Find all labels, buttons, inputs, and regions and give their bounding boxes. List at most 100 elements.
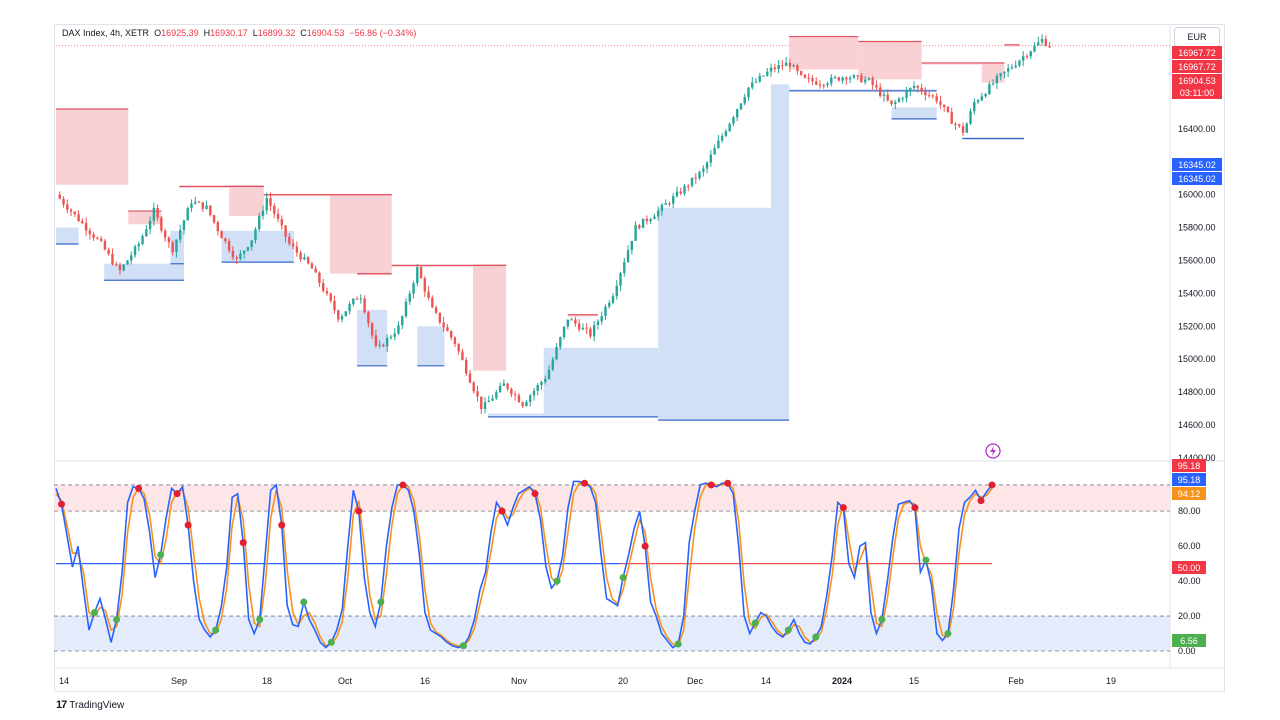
candle-body bbox=[416, 267, 419, 284]
bullish-cross-dot bbox=[944, 630, 952, 638]
candle-body bbox=[803, 74, 807, 78]
candle-body bbox=[954, 123, 957, 125]
candle-body bbox=[555, 347, 558, 360]
candle-body bbox=[77, 214, 80, 222]
bullish-cross-dot bbox=[113, 616, 121, 624]
candle-body bbox=[404, 301, 408, 317]
bullish-cross-dot bbox=[300, 598, 308, 606]
candle-body bbox=[242, 250, 246, 254]
candle-body bbox=[905, 91, 908, 99]
candle-body bbox=[547, 369, 551, 380]
price-labels-layer: 16967.72 16967.72 16904.53 03:11:00 16345.02… bbox=[1172, 46, 1222, 647]
candle-body bbox=[1037, 42, 1040, 46]
candle-body bbox=[465, 360, 468, 374]
time-tick-label: Nov bbox=[511, 676, 528, 686]
candle-body bbox=[92, 234, 95, 238]
candle-body bbox=[950, 112, 953, 124]
bullish-cross-dot bbox=[674, 640, 682, 648]
candle-body bbox=[88, 230, 92, 235]
candle-body bbox=[536, 385, 539, 391]
bearish-cross-dot bbox=[135, 484, 143, 492]
candle-body bbox=[826, 83, 829, 86]
tradingview-footer[interactable]: 17 TradingView bbox=[56, 699, 124, 711]
time-tick-label: 16 bbox=[420, 676, 430, 686]
bearish-cross-dot bbox=[724, 479, 732, 487]
candle-body bbox=[235, 257, 238, 259]
candle-body bbox=[867, 78, 871, 80]
candle-body bbox=[984, 94, 987, 97]
candle-body bbox=[999, 73, 1002, 77]
candle-body bbox=[958, 124, 961, 127]
candle-body bbox=[1022, 56, 1025, 61]
candle-body bbox=[273, 205, 276, 214]
candle-body bbox=[976, 100, 980, 103]
candle-body bbox=[495, 392, 498, 399]
stoch-label-box bbox=[1172, 487, 1206, 500]
candle-body bbox=[363, 298, 366, 313]
symbol-label: DAX Index, 4h, XETR bbox=[62, 28, 150, 38]
time-tick-label: 18 bbox=[262, 676, 272, 686]
candle-body bbox=[73, 211, 77, 215]
alert-icon[interactable] bbox=[985, 443, 1001, 459]
candle-body bbox=[483, 402, 487, 409]
candle-body bbox=[401, 316, 404, 326]
candle-body bbox=[709, 154, 713, 163]
change-value: −56.86 (−0.34%) bbox=[349, 28, 417, 38]
candle-body bbox=[145, 229, 148, 237]
supply-zone bbox=[567, 314, 598, 317]
demand-zone bbox=[543, 347, 659, 417]
candle-body bbox=[660, 204, 664, 211]
candle-body bbox=[792, 65, 795, 67]
candle-body bbox=[769, 67, 773, 72]
candle-body bbox=[811, 78, 814, 82]
candle-body bbox=[1006, 68, 1010, 72]
candles-layer bbox=[58, 34, 1051, 414]
time-tick-label: Feb bbox=[1008, 676, 1024, 686]
bearish-cross-dot bbox=[498, 507, 506, 515]
candle-body bbox=[773, 67, 777, 70]
candle-body bbox=[461, 351, 464, 361]
candle-body bbox=[472, 382, 475, 392]
candle-body bbox=[901, 98, 904, 100]
candle-body bbox=[837, 77, 841, 81]
candle-body bbox=[965, 123, 968, 133]
candle-body bbox=[641, 218, 645, 228]
candle-body bbox=[197, 201, 201, 203]
candle-body bbox=[107, 249, 110, 254]
candle-body bbox=[133, 246, 137, 256]
candle-body bbox=[209, 205, 212, 216]
stoch-tick-label: 20.00 bbox=[1178, 611, 1201, 621]
candle-body bbox=[393, 333, 396, 337]
candle-body bbox=[935, 96, 938, 102]
candle-body bbox=[672, 196, 675, 204]
demand-zone bbox=[417, 326, 445, 366]
candle-body bbox=[194, 201, 197, 204]
candle-body bbox=[615, 285, 618, 297]
candle-body bbox=[656, 210, 660, 217]
candle-body bbox=[449, 331, 453, 338]
candle-body bbox=[427, 291, 430, 298]
candle-body bbox=[239, 253, 242, 259]
bullish-cross-dot bbox=[327, 638, 335, 646]
candle-body bbox=[702, 168, 705, 172]
candle-body bbox=[574, 319, 577, 324]
candle-body bbox=[833, 77, 837, 79]
candle-body bbox=[227, 241, 231, 251]
candle-body bbox=[939, 101, 942, 105]
candle-body bbox=[476, 391, 479, 397]
candle-body bbox=[276, 213, 280, 220]
demand-zone bbox=[104, 263, 184, 281]
candle-body bbox=[303, 257, 306, 260]
candle-body bbox=[359, 298, 363, 300]
candle-body bbox=[205, 205, 208, 209]
price-tick-label: 15400.00 bbox=[1178, 288, 1216, 298]
candle-body bbox=[62, 198, 65, 205]
stoch-tick-label: 0.00 bbox=[1178, 646, 1196, 656]
candle-body bbox=[434, 307, 438, 313]
candle-body bbox=[325, 291, 329, 294]
candle-body bbox=[96, 237, 99, 239]
candle-body bbox=[1003, 71, 1006, 74]
bullish-cross-dot bbox=[157, 551, 165, 559]
bearish-cross-dot bbox=[239, 539, 247, 547]
candle-body bbox=[118, 264, 122, 271]
